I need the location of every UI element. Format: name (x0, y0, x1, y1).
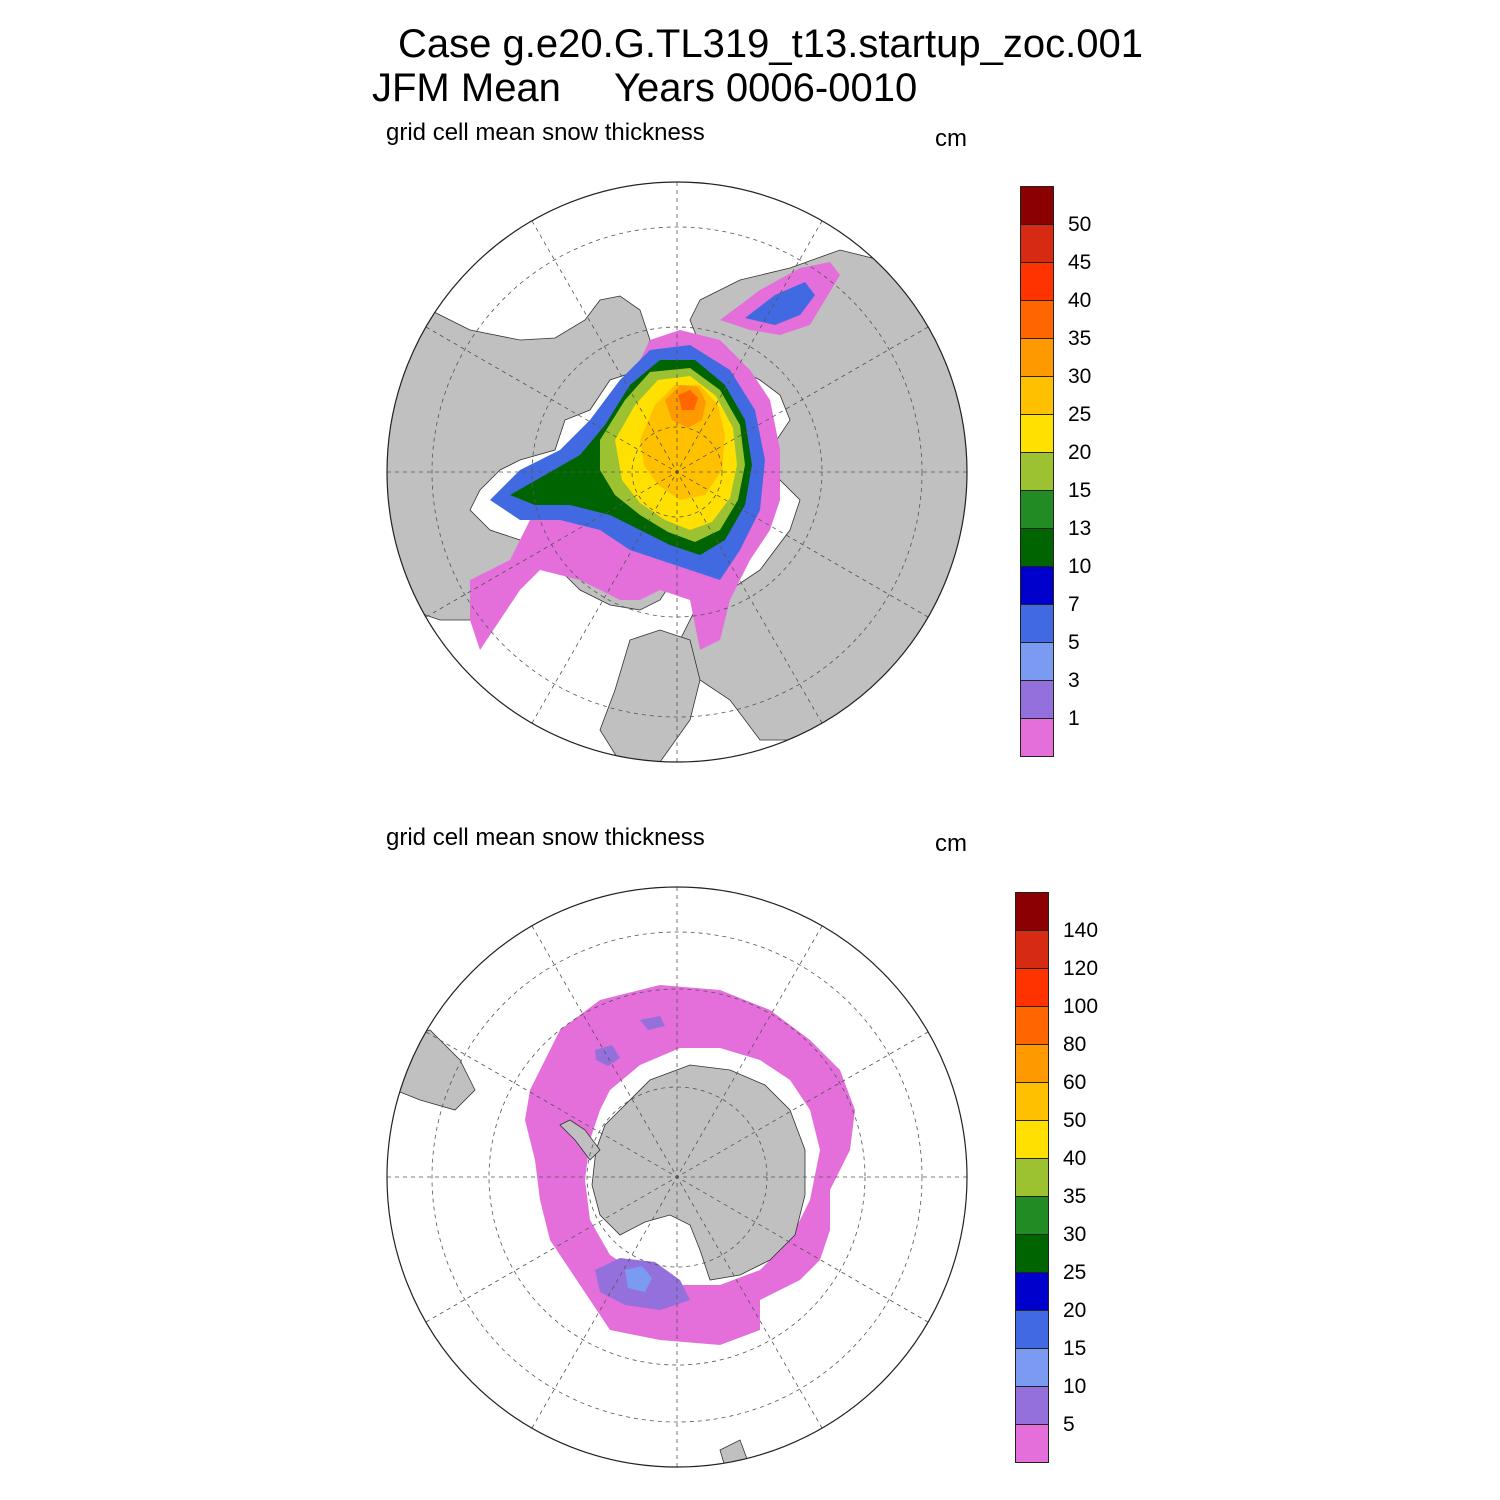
north-colorbar-label: 50 (1068, 213, 1092, 236)
north-colorbar-swatch (1020, 718, 1054, 757)
south-colorbar-swatch (1015, 968, 1049, 1007)
north-colorbar-label: 13 (1068, 517, 1092, 540)
south-land-peninsula (559, 1119, 601, 1161)
north-colorbar-label: 1 (1068, 707, 1080, 730)
north-snow-bering-inner (745, 282, 815, 325)
south-colorbar-label: 15 (1063, 1337, 1087, 1360)
north-colorbar-swatch (1020, 186, 1054, 225)
north-variable-label: grid cell mean snow thickness (386, 119, 705, 146)
south-snow-weddell-10cm (625, 1266, 652, 1292)
case-title: Case g.e20.G.TL319_t13.startup_zoc.001 (398, 22, 1143, 66)
south-colorbar-swatch (1015, 1348, 1049, 1387)
south-colorbar-swatch (1015, 1158, 1049, 1197)
north-polar-map (386, 181, 968, 763)
south-colorbar-swatch (1015, 930, 1049, 969)
south-colorbar-swatch (1015, 1424, 1049, 1463)
north-colorbar-swatch (1020, 414, 1054, 453)
south-colorbar: 140 120 100 80 60 50 40 35 30 25 20 15 10 5 (1015, 892, 1135, 1463)
north-colorbar-swatch (1020, 680, 1054, 719)
south-map-border (386, 886, 968, 1468)
north-land-europe (599, 629, 701, 762)
south-variable-label: grid cell mean snow thickness (386, 824, 705, 851)
north-colorbar-swatch (1020, 452, 1054, 491)
south-units-label: cm (935, 830, 967, 857)
north-colorbar-label: 7 (1068, 593, 1080, 616)
period-label: JFM Mean (372, 66, 561, 110)
south-snow-ross-5cm-b (640, 1016, 665, 1030)
south-colorbar-label: 5 (1063, 1413, 1075, 1436)
south-colorbar-label: 140 (1063, 919, 1099, 942)
south-snow-ross-5cm (595, 1045, 620, 1066)
north-colorbar-label: 5 (1068, 631, 1080, 654)
south-colorbar-swatch (1015, 1044, 1049, 1083)
north-colorbar-swatch (1020, 566, 1054, 605)
north-colorbar-swatch (1020, 376, 1054, 415)
north-map-border (386, 181, 968, 763)
south-colorbar-label: 30 (1063, 1223, 1087, 1246)
south-colorbar-label: 20 (1063, 1299, 1087, 1322)
north-colorbar-label: 45 (1068, 251, 1092, 274)
north-colorbar-label: 10 (1068, 555, 1092, 578)
north-colorbar-swatch (1020, 490, 1054, 529)
south-colorbar-swatch (1015, 1386, 1049, 1425)
north-colorbar-swatch (1020, 224, 1054, 263)
south-polar-map (386, 886, 968, 1468)
south-colorbar-label: 40 (1063, 1147, 1087, 1170)
north-colorbar-label: 3 (1068, 669, 1080, 692)
south-colorbar-swatch (1015, 1006, 1049, 1045)
north-snow-band-35cm (678, 390, 698, 410)
south-colorbar-swatch (1015, 1120, 1049, 1159)
north-colorbar-label: 25 (1068, 403, 1092, 426)
north-graticule (387, 182, 967, 762)
south-colorbar-label: 60 (1063, 1071, 1087, 1094)
north-colorbar-label: 30 (1068, 365, 1092, 388)
north-units-label: cm (935, 125, 967, 152)
north-colorbar-swatch (1020, 642, 1054, 681)
north-snow-band-25cm (640, 385, 725, 500)
south-colorbar-label: 80 (1063, 1033, 1087, 1056)
north-colorbar-label: 35 (1068, 327, 1092, 350)
north-colorbar-label: 20 (1068, 441, 1092, 464)
south-colorbar-swatch (1015, 1196, 1049, 1235)
north-colorbar-swatch (1020, 528, 1054, 567)
south-colorbar-label: 10 (1063, 1375, 1087, 1398)
south-colorbar-label: 25 (1063, 1261, 1087, 1284)
south-colorbar-label: 50 (1063, 1109, 1087, 1132)
north-colorbar-swatch (1020, 262, 1054, 301)
south-colorbar-label: 35 (1063, 1185, 1087, 1208)
south-colorbar-swatch (1015, 1082, 1049, 1121)
north-colorbar-swatch (1020, 338, 1054, 377)
north-colorbar: 50 45 40 35 30 25 20 15 13 10 7 5 3 1 (1020, 186, 1140, 757)
south-colorbar-swatch (1015, 892, 1049, 931)
years-label: Years 0006-0010 (614, 66, 918, 110)
north-colorbar-label: 40 (1068, 289, 1092, 312)
south-colorbar-label: 100 (1063, 995, 1099, 1018)
south-colorbar-swatch (1015, 1272, 1049, 1311)
south-graticule (387, 887, 967, 1467)
north-colorbar-label: 15 (1068, 479, 1092, 502)
north-colorbar-swatch (1020, 300, 1054, 339)
south-colorbar-swatch (1015, 1234, 1049, 1273)
north-colorbar-swatch (1020, 604, 1054, 643)
south-colorbar-label: 120 (1063, 957, 1099, 980)
south-land-antarctica (591, 1064, 806, 1281)
south-colorbar-swatch (1015, 1310, 1049, 1349)
